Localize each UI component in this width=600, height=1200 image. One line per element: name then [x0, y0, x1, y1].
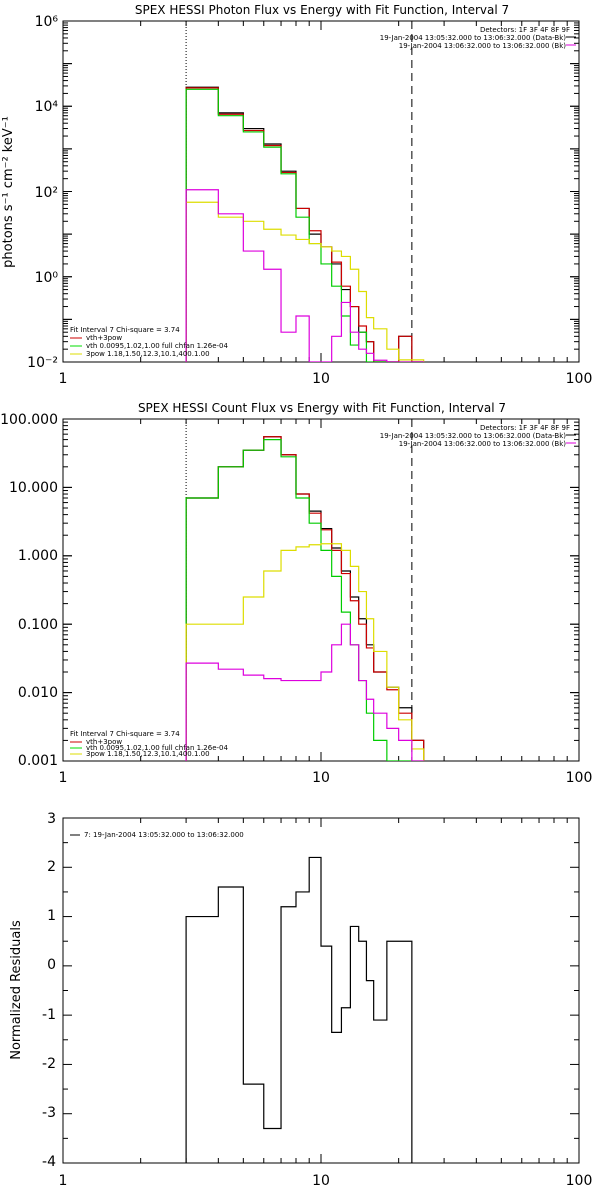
y-tick-label: 10⁶	[35, 14, 59, 30]
photon-flux-y-axis-label: photons s⁻¹ cm⁻² keV⁻¹	[1, 116, 16, 268]
series-line-0	[185, 436, 425, 761]
axis-ticks	[62, 817, 580, 1164]
series-layer	[185, 856, 413, 1163]
fit-legend-header: Fit Interval 7 Chi-square = 3.74	[70, 730, 180, 738]
x-tick-label: 100	[566, 371, 593, 387]
y-tick-label: 0.010	[18, 685, 58, 701]
y-tick-label: 10²	[35, 185, 58, 201]
y-tick-label: -3	[42, 1105, 56, 1121]
x-tick-label: 10	[312, 371, 330, 387]
y-tick-label: -1	[42, 1007, 56, 1023]
residuals-x-tick-labels: 1 10 100	[59, 1173, 593, 1189]
y-tick-label: 0.001	[18, 753, 58, 769]
series-line-2	[185, 88, 425, 362]
legend-item-label: vth+3pow	[86, 334, 122, 342]
background-interval-label: 19-Jan-2004 13:06:32.000 to 13:06:32.000…	[399, 42, 567, 50]
x-tick-label: 1	[59, 770, 68, 786]
series-line-0	[185, 856, 413, 1163]
series-line-1	[185, 436, 425, 761]
photon-flux-panel: SPEX HESSI Photon Flux vs Energy with Fi…	[1, 3, 592, 387]
series-layer	[185, 86, 425, 362]
residuals-y-tick-labels: -4 -3 -2 -1 0 1 2 3	[42, 811, 56, 1170]
count-flux-plot-frame	[62, 418, 580, 762]
data-interval-label: 19-Jan-2004 13:05:32.000 to 13:06:32.000…	[380, 432, 567, 440]
x-tick-label: 100	[566, 1173, 593, 1189]
legend-item-label: vth+3pow	[86, 738, 122, 746]
y-tick-label: 0.100	[18, 617, 58, 633]
photon-flux-x-tick-labels: 1 10 100	[59, 371, 593, 387]
photon-flux-title: SPEX HESSI Photon Flux vs Energy with Fi…	[135, 3, 509, 17]
photon-flux-y-tick-labels: 10⁻² 10⁰ 10² 10⁴ 10⁶	[27, 14, 58, 371]
photon-flux-info-block: Detectors: 1F 3F 4F 8F 9F 19-Jan-2004 13…	[380, 26, 576, 50]
series-line-1	[185, 87, 425, 362]
series-line-4	[185, 623, 425, 761]
count-flux-info-block: Detectors: 1F 3F 4F 8F 9F 19-Jan-2004 13…	[380, 424, 576, 448]
fit-legend-header: Fit Interval 7 Chi-square = 3.74	[70, 326, 180, 334]
photon-flux-plot-frame	[62, 20, 580, 363]
photon-flux-fit-legend: Fit Interval 7 Chi-square = 3.74 vth+3po…	[70, 326, 228, 358]
series-line-2	[185, 438, 425, 761]
y-tick-label: 0	[47, 957, 56, 973]
x-tick-label: 100	[566, 770, 593, 786]
y-tick-label: 2	[47, 859, 56, 875]
y-tick-label: 10⁰	[35, 270, 59, 286]
y-tick-label: 3	[47, 811, 56, 827]
legend-item-label: 3pow 1.18,1.50,12.3,10.1,400.1.00	[86, 750, 210, 758]
residuals-y-axis-label: Normalized Residuals	[9, 920, 24, 1060]
detectors-label: Detectors: 1F 3F 4F 8F 9F	[480, 26, 570, 34]
count-flux-title: SPEX HESSI Count Flux vs Energy with Fit…	[138, 401, 506, 415]
count-flux-panel: SPEX HESSI Count Flux vs Energy with Fit…	[0, 401, 592, 786]
y-tick-label: 100.000	[0, 412, 58, 428]
x-tick-label: 1	[59, 371, 68, 387]
background-interval-label: 19-Jan-2004 13:06:32.000 to 13:06:32.000…	[399, 440, 567, 448]
count-flux-fit-legend: Fit Interval 7 Chi-square = 3.74 vth+3po…	[70, 730, 228, 758]
legend-item-label: 7: 19-Jan-2004 13:05:32.000 to 13:06:32.…	[84, 831, 244, 839]
y-tick-label: -4	[42, 1154, 56, 1170]
x-tick-label: 10	[312, 1173, 330, 1189]
series-line-3	[185, 201, 425, 362]
data-interval-label: 19-Jan-2004 13:05:32.000 to 13:06:32.000…	[380, 34, 567, 42]
legend-item-label: vth 0.0095,1.02,1.00 full chfan 1.26e-04	[86, 342, 228, 350]
y-tick-label: -2	[42, 1056, 56, 1072]
legend-item-label: 3pow 1.18,1.50,12.3,10.1,400.1.00	[86, 350, 210, 358]
y-tick-label: 10⁻²	[27, 355, 58, 371]
series-line-3	[185, 543, 425, 761]
y-tick-label: 10.000	[9, 480, 58, 496]
series-layer	[185, 436, 425, 761]
y-tick-label: 1	[47, 908, 56, 924]
series-line-0	[185, 86, 425, 362]
axis-ticks	[62, 20, 580, 363]
energy-range-markers	[185, 419, 413, 761]
y-tick-label: 1.000	[18, 548, 58, 564]
residuals-panel: 1 10 100 -4 -3 -2 -1 0 1 2 3 Normalized …	[9, 811, 592, 1189]
residuals-legend: 7: 19-Jan-2004 13:05:32.000 to 13:06:32.…	[70, 831, 244, 839]
count-flux-x-tick-labels: 1 10 100	[59, 770, 593, 786]
x-tick-label: 10	[312, 770, 330, 786]
detectors-label: Detectors: 1F 3F 4F 8F 9F	[480, 424, 570, 432]
legend-item-label: vth 0.0095,1.02,1.00 full chfan 1.26e-04	[86, 744, 228, 752]
y-tick-label: 10⁴	[35, 99, 59, 115]
x-tick-label: 1	[59, 1173, 68, 1189]
count-flux-y-tick-labels: 0.001 0.010 0.100 1.000 10.000 100.000	[0, 412, 58, 769]
series-line-4	[185, 189, 425, 362]
energy-range-markers	[185, 21, 413, 362]
axis-ticks	[62, 418, 580, 762]
